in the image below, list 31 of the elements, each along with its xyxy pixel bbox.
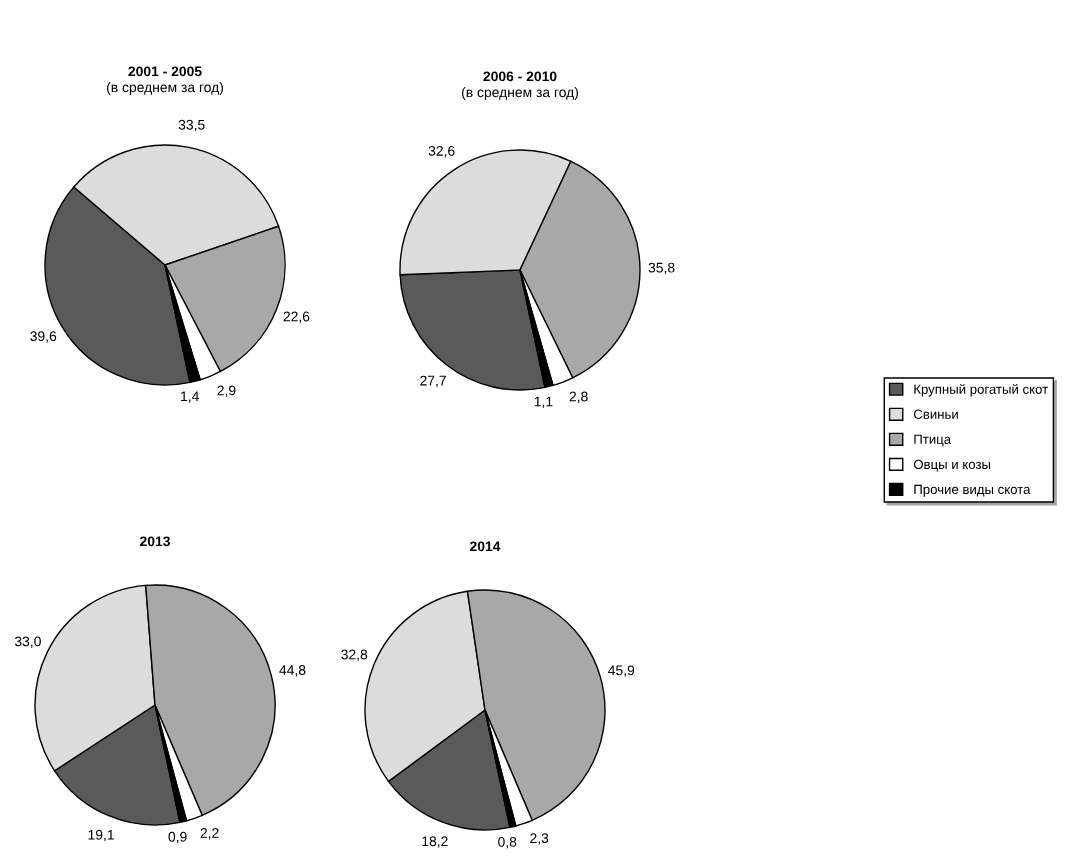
chart-title: 2013 xyxy=(140,536,170,547)
data-label: 18,2 xyxy=(422,836,448,848)
data-label: 27,7 xyxy=(420,375,446,388)
data-label: 45,9 xyxy=(608,665,635,677)
data-label: 33,5 xyxy=(178,119,205,132)
chart-subtitle: (в среднем за год) xyxy=(462,87,578,100)
legend-label: Свиньи xyxy=(913,409,958,419)
data-label: 44,8 xyxy=(279,665,306,677)
data-label: 2,2 xyxy=(200,828,219,840)
chart-subtitle: (в среднем за год) xyxy=(107,82,223,95)
data-label: 19,1 xyxy=(88,829,114,842)
data-label: 1,1 xyxy=(534,396,553,409)
data-label: 2,3 xyxy=(530,833,549,845)
legend-label: Птица xyxy=(914,434,952,447)
data-label: 2,8 xyxy=(569,391,588,404)
legend-label: Крупный рогатый скот xyxy=(914,383,1048,397)
data-label: 32,6 xyxy=(428,145,455,158)
data-label: 0,9 xyxy=(168,831,187,844)
legend-label: Овцы и козы xyxy=(913,459,991,472)
chart-title: 2014 xyxy=(470,541,501,552)
data-label: 2,9 xyxy=(217,385,236,397)
data-label: 22,6 xyxy=(283,311,310,324)
data-label: 35,8 xyxy=(648,262,675,275)
chart-title: 2006 - 2010 xyxy=(483,71,557,82)
data-label: 1,4 xyxy=(181,391,199,403)
legend-label: Прочие виды скота xyxy=(914,484,1031,497)
data-label: 33,0 xyxy=(14,636,41,648)
data-label: 39,6 xyxy=(30,331,57,343)
data-label: 0,8 xyxy=(498,836,517,849)
chart-title: 2001 - 2005 xyxy=(128,66,202,77)
data-label: 32,8 xyxy=(341,649,368,662)
